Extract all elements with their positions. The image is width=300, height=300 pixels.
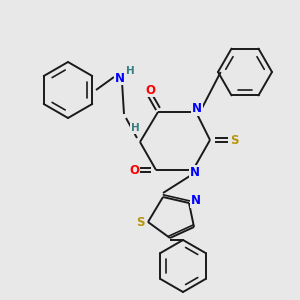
Text: N: N	[190, 166, 200, 178]
Text: N: N	[192, 103, 202, 116]
Text: O: O	[145, 83, 155, 97]
Text: H: H	[126, 66, 134, 76]
Text: N: N	[191, 194, 201, 208]
Text: S: S	[230, 134, 238, 146]
Text: H: H	[130, 123, 140, 133]
Text: N: N	[115, 71, 125, 85]
Text: S: S	[136, 215, 144, 229]
Text: O: O	[129, 164, 139, 176]
